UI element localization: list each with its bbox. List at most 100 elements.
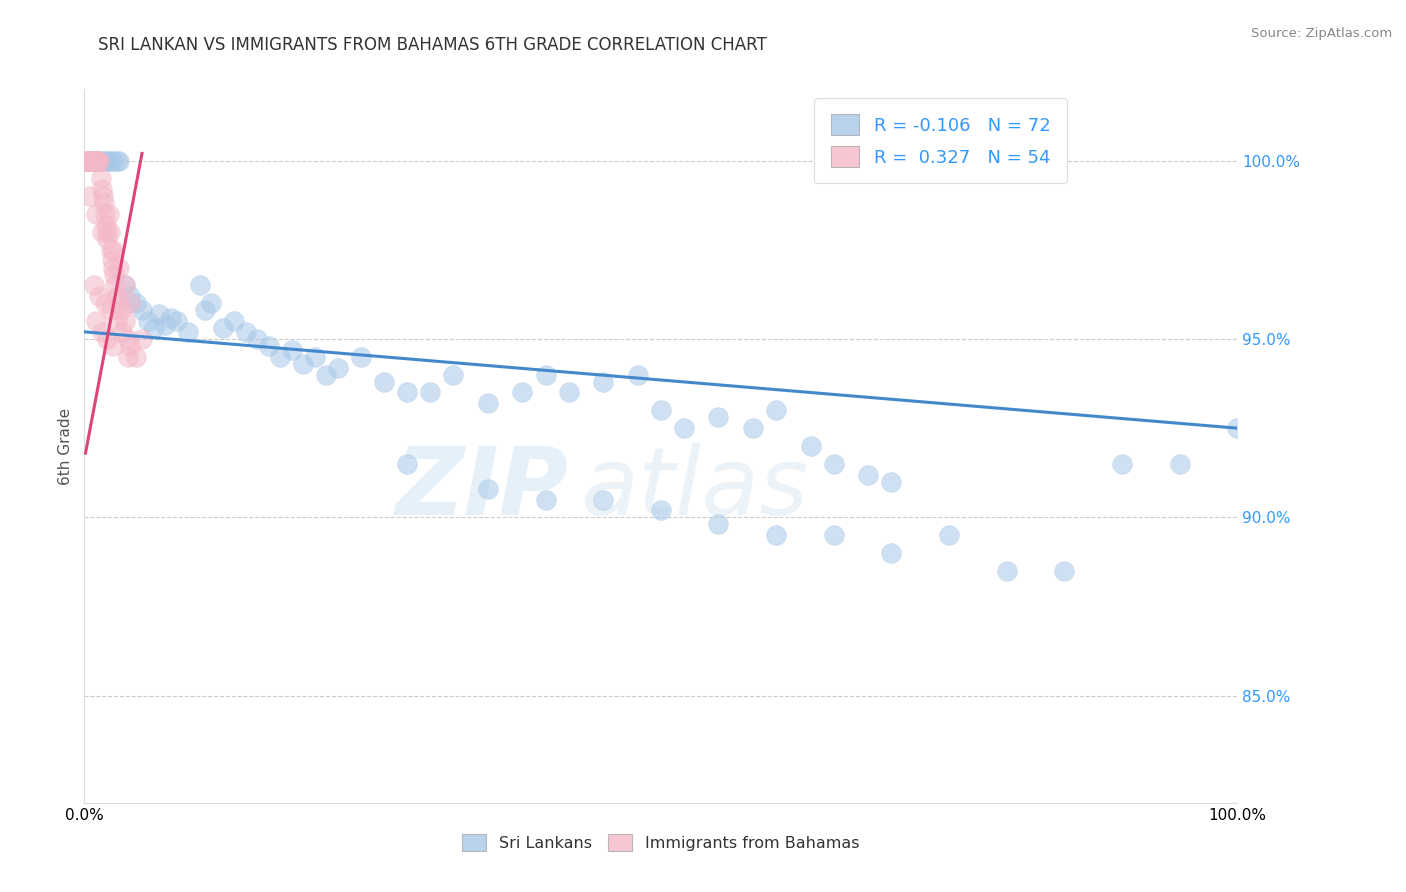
Point	[86, 153, 108, 168]
Point	[326, 360, 349, 375]
Point	[224, 314, 246, 328]
Point	[84, 207, 107, 221]
Point	[77, 153, 100, 168]
Point	[281, 343, 304, 357]
Point	[111, 325, 134, 339]
Point	[103, 260, 124, 275]
Point	[98, 153, 121, 168]
Point	[627, 368, 650, 382]
Point	[89, 153, 111, 168]
Point	[880, 546, 903, 560]
Point	[76, 153, 98, 168]
Point	[91, 189, 114, 203]
Point	[83, 153, 105, 168]
Point	[396, 457, 419, 471]
Point	[823, 457, 845, 471]
Text: atlas: atlas	[581, 443, 808, 534]
Point	[108, 296, 131, 310]
Point	[153, 318, 176, 332]
Point	[742, 421, 765, 435]
Point	[84, 314, 107, 328]
Point	[142, 321, 165, 335]
Point	[120, 289, 142, 303]
Point	[96, 153, 118, 168]
Point	[269, 350, 291, 364]
Point	[94, 153, 117, 168]
Point	[83, 278, 105, 293]
Point	[800, 439, 823, 453]
Point	[90, 225, 112, 239]
Point	[76, 153, 98, 168]
Point	[592, 375, 614, 389]
Point	[1111, 457, 1133, 471]
Point	[114, 278, 136, 293]
Point	[87, 153, 110, 168]
Point	[512, 385, 534, 400]
Point	[131, 303, 153, 318]
Point	[84, 153, 107, 168]
Point	[94, 296, 117, 310]
Legend: Sri Lankans, Immigrants from Bahamas: Sri Lankans, Immigrants from Bahamas	[454, 826, 868, 859]
Point	[103, 243, 124, 257]
Point	[79, 153, 101, 168]
Point	[246, 332, 269, 346]
Point	[90, 182, 112, 196]
Point	[83, 153, 105, 168]
Point	[707, 517, 730, 532]
Point	[90, 153, 112, 168]
Point	[650, 403, 672, 417]
Point	[257, 339, 280, 353]
Point	[672, 421, 695, 435]
Point	[765, 528, 787, 542]
Point	[108, 153, 131, 168]
Point	[194, 303, 217, 318]
Point	[396, 385, 419, 400]
Point	[93, 196, 115, 211]
Point	[200, 296, 222, 310]
Point	[94, 207, 117, 221]
Point	[177, 325, 200, 339]
Point	[103, 268, 125, 282]
Point	[120, 339, 142, 353]
Point	[419, 385, 441, 400]
Point	[1226, 421, 1249, 435]
Text: SRI LANKAN VS IMMIGRANTS FROM BAHAMAS 6TH GRADE CORRELATION CHART: SRI LANKAN VS IMMIGRANTS FROM BAHAMAS 6T…	[98, 36, 768, 54]
Point	[101, 253, 124, 268]
Point	[858, 467, 880, 482]
Point	[938, 528, 960, 542]
Point	[114, 314, 136, 328]
Text: Source: ZipAtlas.com: Source: ZipAtlas.com	[1251, 27, 1392, 40]
Point	[534, 368, 557, 382]
Point	[96, 225, 118, 239]
Point	[707, 410, 730, 425]
Point	[105, 314, 128, 328]
Point	[765, 403, 787, 417]
Point	[80, 153, 103, 168]
Point	[114, 278, 136, 293]
Point	[1168, 457, 1191, 471]
Point	[235, 325, 257, 339]
Point	[89, 171, 111, 186]
Point	[79, 153, 101, 168]
Point	[188, 278, 211, 293]
Point	[117, 350, 139, 364]
Point	[304, 350, 326, 364]
Point	[373, 375, 395, 389]
Point	[105, 289, 128, 303]
Point	[89, 289, 111, 303]
Point	[79, 189, 101, 203]
Point	[75, 153, 97, 168]
Point	[557, 385, 579, 400]
Point	[166, 314, 188, 328]
Point	[82, 153, 104, 168]
Point	[125, 296, 148, 310]
Point	[100, 243, 122, 257]
Point	[96, 232, 118, 246]
Point	[100, 303, 122, 318]
Point	[108, 260, 131, 275]
Point	[120, 296, 142, 310]
Point	[96, 332, 118, 346]
Point	[90, 325, 112, 339]
Point	[105, 153, 128, 168]
Point	[97, 207, 120, 221]
